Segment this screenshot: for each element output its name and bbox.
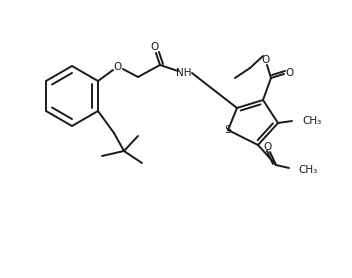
- Text: O: O: [114, 62, 122, 72]
- Text: S: S: [225, 125, 232, 135]
- Text: O: O: [151, 42, 159, 52]
- Text: O: O: [285, 68, 293, 78]
- Text: O: O: [262, 55, 270, 65]
- Text: CH₃: CH₃: [302, 116, 321, 126]
- Text: NH: NH: [176, 68, 192, 78]
- Text: O: O: [264, 142, 272, 152]
- Text: CH₃: CH₃: [298, 165, 317, 175]
